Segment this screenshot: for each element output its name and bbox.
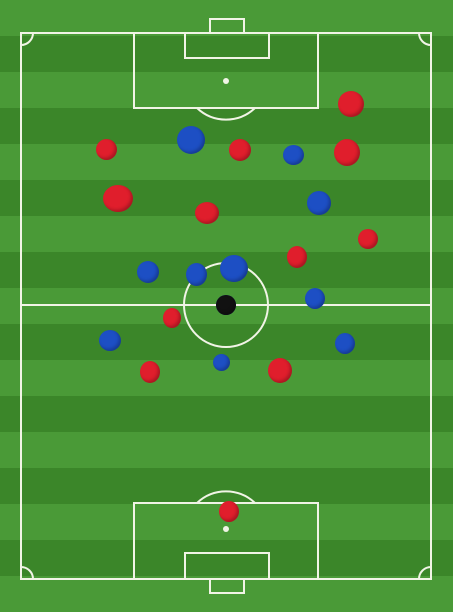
grass-stripe xyxy=(0,396,453,433)
top-goal xyxy=(209,18,245,34)
grass-stripe xyxy=(0,468,453,505)
red-player-marker[interactable] xyxy=(219,500,239,522)
grass-stripe xyxy=(0,144,453,181)
blue-player-marker[interactable] xyxy=(99,329,121,351)
blue-player-marker[interactable] xyxy=(220,254,248,282)
blue-player-marker[interactable] xyxy=(177,126,205,154)
corner-arc-bottom-right xyxy=(418,566,432,580)
grass-stripe xyxy=(0,432,453,469)
red-player-marker[interactable] xyxy=(195,202,219,224)
grass-stripe xyxy=(0,36,453,73)
corner-arc-top-left xyxy=(20,32,34,46)
blue-player-marker[interactable] xyxy=(282,145,304,165)
grass-stripe xyxy=(0,540,453,577)
blue-player-marker[interactable] xyxy=(137,261,159,283)
blue-player-marker[interactable] xyxy=(212,353,230,371)
red-player-marker[interactable] xyxy=(103,184,133,212)
corner-arc-bottom-left xyxy=(20,566,34,580)
top-penalty-spot xyxy=(223,78,229,84)
red-player-marker[interactable] xyxy=(268,357,292,383)
red-player-marker[interactable] xyxy=(229,139,251,161)
blue-player-marker[interactable] xyxy=(185,262,207,286)
top-penalty-area xyxy=(133,32,319,109)
blue-player-marker[interactable] xyxy=(305,287,325,309)
bottom-penalty-arc xyxy=(196,490,256,504)
red-player-marker[interactable] xyxy=(140,361,160,383)
blue-player-marker[interactable] xyxy=(335,332,355,354)
red-player-marker[interactable] xyxy=(95,138,117,160)
top-penalty-arc xyxy=(196,107,256,121)
corner-arc-top-right xyxy=(418,32,432,46)
blue-player-marker[interactable] xyxy=(307,191,331,215)
red-player-marker[interactable] xyxy=(163,308,181,328)
red-player-marker[interactable] xyxy=(334,138,360,166)
bottom-goal-area xyxy=(184,552,270,580)
grass-stripe xyxy=(0,108,453,145)
bottom-goal xyxy=(209,578,245,594)
grass-stripe xyxy=(0,216,453,253)
top-goal-area xyxy=(184,32,270,59)
grass-stripe xyxy=(0,180,453,217)
ball-marker[interactable] xyxy=(216,295,236,315)
bottom-penalty-spot xyxy=(223,526,229,532)
red-player-marker[interactable] xyxy=(287,246,307,268)
red-player-marker[interactable] xyxy=(358,229,378,249)
red-player-marker[interactable] xyxy=(338,91,364,117)
